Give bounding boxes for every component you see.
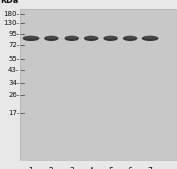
Text: 5: 5 xyxy=(108,167,113,169)
Text: 180-: 180- xyxy=(4,11,19,17)
Text: 2: 2 xyxy=(49,167,54,169)
Bar xyxy=(20,9,176,160)
Text: 95-: 95- xyxy=(8,31,19,37)
Ellipse shape xyxy=(44,36,59,41)
Text: 130-: 130- xyxy=(4,20,19,26)
Ellipse shape xyxy=(64,36,79,41)
Ellipse shape xyxy=(144,36,157,39)
Text: 17-: 17- xyxy=(8,110,19,116)
Ellipse shape xyxy=(46,36,57,39)
Text: 55-: 55- xyxy=(8,56,19,62)
Text: KDa: KDa xyxy=(0,0,19,5)
Bar xyxy=(20,9,176,160)
Text: 26-: 26- xyxy=(8,92,19,99)
Ellipse shape xyxy=(24,36,38,39)
Ellipse shape xyxy=(66,36,77,39)
Text: 6: 6 xyxy=(128,167,133,169)
Ellipse shape xyxy=(85,36,97,39)
Ellipse shape xyxy=(124,36,136,39)
Ellipse shape xyxy=(105,36,116,39)
Text: 7: 7 xyxy=(148,167,153,169)
Ellipse shape xyxy=(22,36,39,41)
Ellipse shape xyxy=(103,36,118,41)
Ellipse shape xyxy=(142,36,159,41)
Text: 72-: 72- xyxy=(8,42,19,48)
Ellipse shape xyxy=(84,36,98,41)
Text: 1: 1 xyxy=(29,167,33,169)
Text: 43-: 43- xyxy=(8,67,19,73)
Text: 4: 4 xyxy=(89,167,94,169)
Text: 34-: 34- xyxy=(8,80,19,86)
Ellipse shape xyxy=(123,36,137,41)
Text: 3: 3 xyxy=(69,167,74,169)
